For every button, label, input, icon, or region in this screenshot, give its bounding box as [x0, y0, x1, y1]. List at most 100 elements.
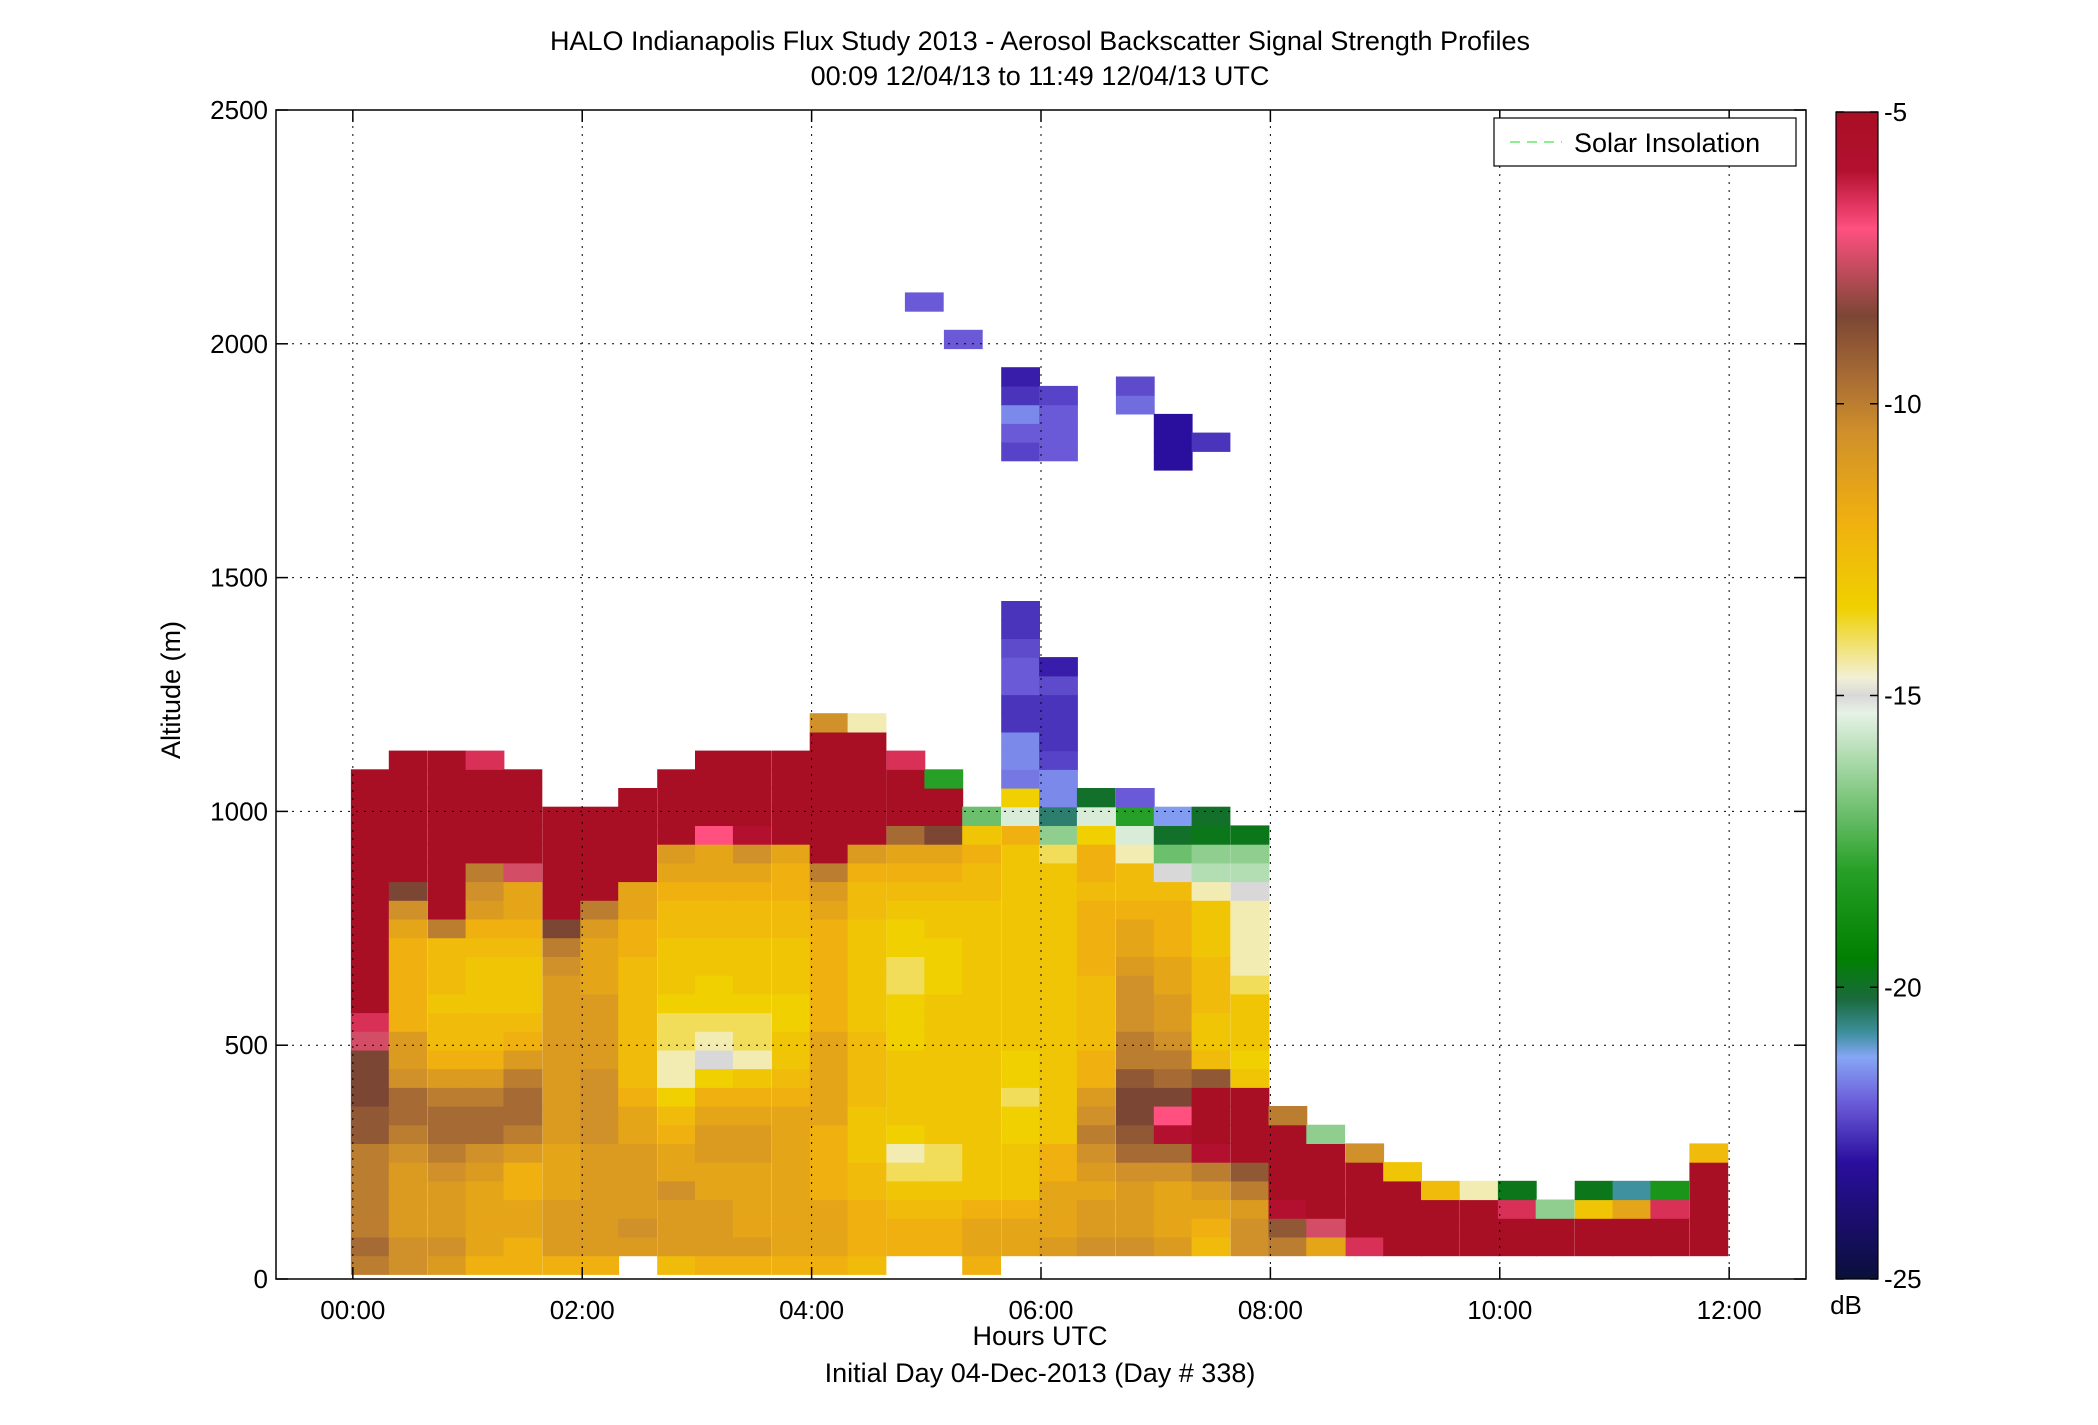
heatmap-cell	[427, 769, 467, 789]
heatmap-cell	[809, 1031, 849, 1051]
x-tick-label: 08:00	[1238, 1295, 1303, 1325]
heatmap-cell	[962, 1218, 1001, 1238]
heatmap-cell	[1191, 806, 1231, 826]
heatmap-cell	[732, 956, 772, 976]
heatmap-cell	[1076, 1143, 1116, 1163]
heatmap-cell	[695, 1106, 734, 1126]
heatmap-cell	[1153, 844, 1193, 864]
heatmap-cell	[1001, 975, 1040, 995]
heatmap-cell	[1650, 1236, 1690, 1257]
heatmap-cell	[1001, 423, 1040, 443]
heatmap-cell	[657, 1031, 696, 1051]
heatmap-cell	[1268, 1180, 1308, 1201]
heatmap-cell	[350, 1143, 390, 1163]
heatmap-cell	[904, 292, 944, 312]
heatmap-cell	[962, 844, 1001, 864]
y-axis-ticks: 0 500 1000 1500 2000 2500	[210, 95, 1806, 1294]
heatmap-cell	[1039, 750, 1078, 770]
heatmap-cell	[732, 1087, 772, 1107]
colorbar-tick-label: -25	[1884, 1264, 1922, 1294]
heatmap-cell	[1268, 1199, 1308, 1219]
heatmap-cell	[1039, 1143, 1078, 1163]
heatmap-cell	[847, 731, 887, 752]
heatmap-cell	[1345, 1162, 1385, 1182]
heatmap-cell	[732, 862, 772, 883]
heatmap-cell	[1268, 1236, 1308, 1257]
heatmap-cell	[1153, 1031, 1193, 1051]
heatmap-cell	[542, 1049, 582, 1070]
y-tick-label: 2500	[210, 95, 268, 125]
heatmap-cell	[350, 918, 390, 939]
heatmap-cell	[1191, 1049, 1231, 1070]
heatmap-cell	[695, 975, 734, 995]
heatmap-cell	[1115, 956, 1155, 976]
heatmap-cell	[503, 1106, 543, 1126]
heatmap-cell	[1039, 385, 1078, 406]
heatmap-cell	[1039, 1087, 1078, 1107]
heatmap-cell	[1230, 1162, 1270, 1182]
heatmap-cell	[1115, 1218, 1155, 1238]
heatmap-cell	[657, 769, 696, 789]
heatmap-cell	[542, 1087, 582, 1107]
heatmap-cell	[924, 1218, 964, 1238]
heatmap-cell	[771, 769, 811, 789]
heatmap-cell	[427, 1218, 467, 1238]
heatmap-cell	[657, 975, 696, 995]
heatmap-cell	[427, 1049, 467, 1070]
heatmap-cell	[1230, 1218, 1270, 1238]
heatmap-cell	[1115, 1143, 1155, 1163]
heatmap-cell	[962, 918, 1001, 939]
heatmap-cell	[1421, 1180, 1460, 1201]
heatmap-cell	[1001, 1106, 1040, 1126]
heatmap-cell	[771, 1124, 811, 1144]
heatmap-cell	[924, 956, 964, 976]
heatmap-cell	[1574, 1180, 1614, 1201]
colorbar-tick-label: -5	[1884, 97, 1907, 127]
heatmap-cell	[465, 1199, 505, 1219]
heatmap-cell	[924, 975, 964, 995]
heatmap-cell	[695, 750, 734, 770]
heatmap-cell	[388, 769, 428, 789]
heatmap-cell	[350, 1012, 390, 1032]
heatmap-cell	[1191, 1106, 1231, 1126]
heatmap-cell	[427, 1199, 467, 1219]
heatmap-cell	[886, 993, 926, 1014]
heatmap-cell	[580, 937, 620, 957]
x-tick-label: 12:00	[1697, 1295, 1762, 1325]
heatmap-cell	[350, 806, 390, 826]
heatmap-cell	[388, 918, 428, 939]
heatmap-cell	[1039, 1199, 1078, 1219]
heatmap-cell	[847, 1180, 887, 1201]
heatmap-cell	[1115, 844, 1155, 864]
heatmap-cell	[1076, 1180, 1116, 1201]
heatmap-cell	[1001, 694, 1040, 714]
heatmap-cell	[1001, 825, 1040, 845]
heatmap-cell	[695, 881, 734, 901]
heatmap-cell	[503, 937, 543, 957]
heatmap-cell	[1115, 1049, 1155, 1070]
heatmap-cell	[1076, 937, 1116, 957]
heatmap-cell	[657, 918, 696, 939]
heatmap-cell	[1306, 1218, 1346, 1238]
heatmap-cell	[1039, 1124, 1078, 1144]
heatmap-cell	[618, 1049, 657, 1070]
heatmap-cell	[1612, 1218, 1652, 1238]
heatmap-cell	[847, 1218, 887, 1238]
heatmap-cell	[388, 750, 428, 770]
heatmap-cell	[962, 862, 1001, 883]
heatmap-cell	[657, 1012, 696, 1032]
x-tick-label: 02:00	[550, 1295, 615, 1325]
heatmap-cell	[1153, 1124, 1193, 1144]
heatmap-cell	[1421, 1199, 1460, 1219]
heatmap-cell	[962, 1068, 1001, 1088]
heatmap-cell	[771, 900, 811, 920]
heatmap-cell	[847, 918, 887, 939]
heatmap-cell	[1230, 1068, 1270, 1088]
heatmap-cell	[465, 1012, 505, 1032]
heatmap-cell	[771, 1143, 811, 1163]
heatmap-cell	[771, 862, 811, 883]
heatmap-cell	[809, 1255, 849, 1275]
heatmap-cell	[809, 844, 849, 864]
heatmap-cell	[657, 788, 696, 808]
heatmap-cell	[503, 788, 543, 808]
